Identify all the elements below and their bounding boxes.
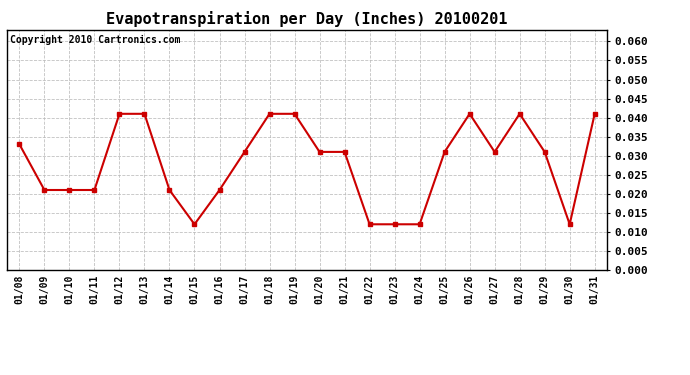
Text: Copyright 2010 Cartronics.com: Copyright 2010 Cartronics.com	[10, 35, 180, 45]
Title: Evapotranspiration per Day (Inches) 20100201: Evapotranspiration per Day (Inches) 2010…	[106, 12, 508, 27]
